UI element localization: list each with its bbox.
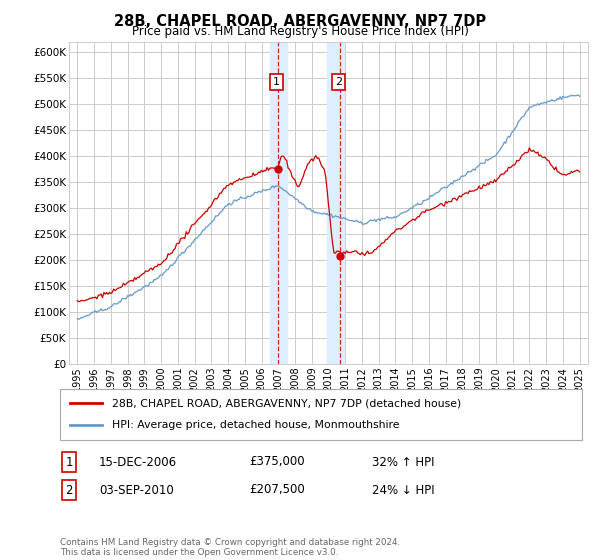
Text: 2: 2 (65, 483, 73, 497)
Bar (270, 42, 287, 364)
Text: 1: 1 (65, 455, 73, 469)
Text: Contains HM Land Registry data © Crown copyright and database right 2024.
This d: Contains HM Land Registry data © Crown c… (60, 538, 400, 557)
Text: 03-SEP-2010: 03-SEP-2010 (99, 483, 174, 497)
Text: 15-DEC-2006: 15-DEC-2006 (99, 455, 177, 469)
Text: 2: 2 (335, 77, 342, 87)
Bar (327, 42, 344, 364)
Text: 24% ↓ HPI: 24% ↓ HPI (372, 483, 434, 497)
Text: 28B, CHAPEL ROAD, ABERGAVENNY, NP7 7DP: 28B, CHAPEL ROAD, ABERGAVENNY, NP7 7DP (114, 14, 486, 29)
Text: £375,000: £375,000 (249, 455, 305, 469)
Text: 32% ↑ HPI: 32% ↑ HPI (372, 455, 434, 469)
Text: £207,500: £207,500 (249, 483, 305, 497)
Text: 1: 1 (273, 77, 280, 87)
Text: HPI: Average price, detached house, Monmouthshire: HPI: Average price, detached house, Monm… (112, 421, 400, 431)
Text: Price paid vs. HM Land Registry's House Price Index (HPI): Price paid vs. HM Land Registry's House … (131, 25, 469, 38)
Text: 28B, CHAPEL ROAD, ABERGAVENNY, NP7 7DP (detached house): 28B, CHAPEL ROAD, ABERGAVENNY, NP7 7DP (… (112, 398, 461, 408)
